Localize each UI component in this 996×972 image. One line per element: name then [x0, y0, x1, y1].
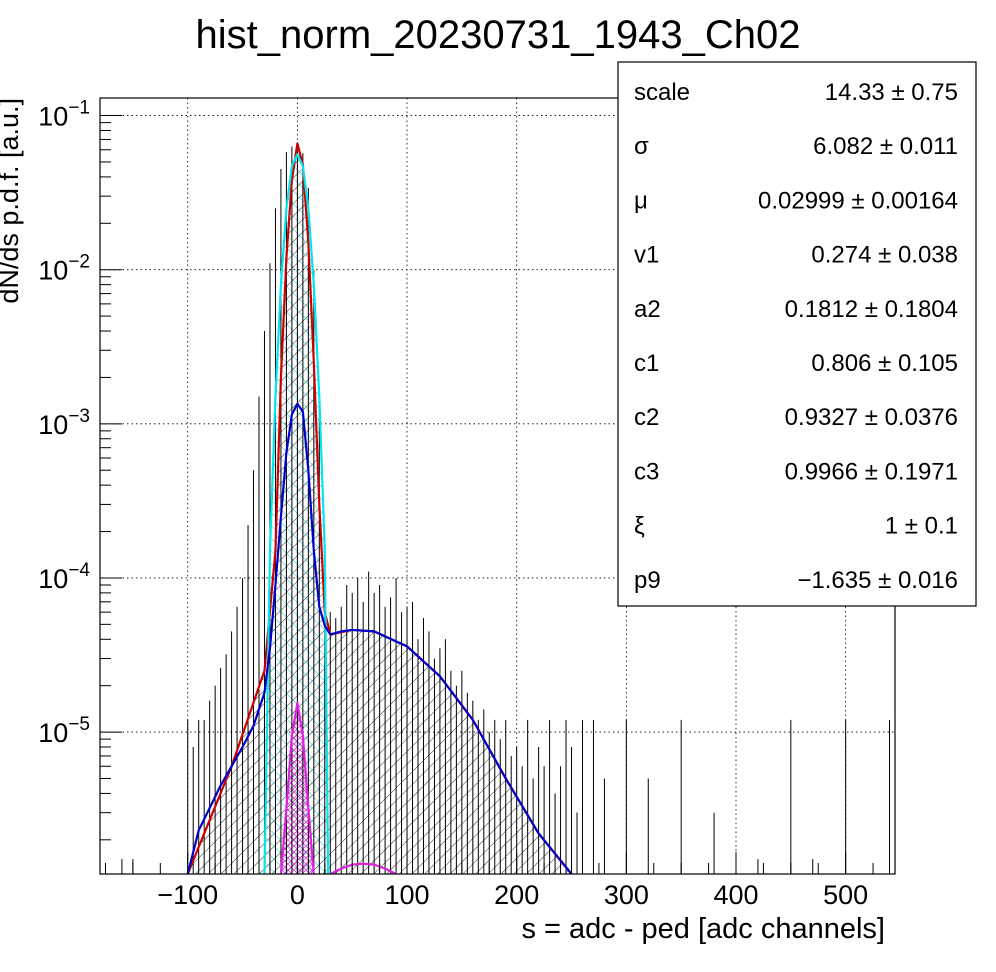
series-line-2 — [263, 153, 330, 874]
stats-value-7: 0.9966 ± 0.1971 — [785, 458, 958, 485]
stats-name-1: σ — [634, 133, 649, 160]
stats-name-9: p9 — [634, 567, 661, 594]
series-line-4 — [279, 701, 315, 874]
stats-name-7: c3 — [634, 458, 659, 485]
series-lines — [121, 142, 891, 874]
stats-name-8: ξ — [634, 513, 645, 540]
x-tick-label-6: 500 — [823, 880, 868, 910]
y-tick-label-0: 10−5 — [38, 714, 90, 748]
stats-name-0: scale — [634, 79, 690, 106]
stats-value-0: 14.33 ± 0.75 — [825, 79, 958, 106]
stats-value-8: 1 ± 0.1 — [885, 513, 958, 540]
x-tick-label-5: 400 — [713, 880, 758, 910]
x-tick-label-3: 200 — [494, 880, 539, 910]
y-tick-label-2: 10−3 — [38, 406, 90, 440]
x-axis: −100 0 100 200 300 400 500 — [104, 852, 874, 910]
y-axis-label: dN/ds p.d.f. [a.u.] — [0, 98, 24, 304]
series-line-3 — [186, 402, 573, 874]
stats-value-4: 0.1812 ± 0.1804 — [785, 296, 958, 323]
stats-value-3: 0.274 ± 0.038 — [811, 242, 958, 269]
stats-name-4: a2 — [634, 296, 661, 323]
stats-name-3: v1 — [634, 242, 659, 269]
x-tick-label-1: 0 — [290, 880, 305, 910]
y-tick-label-3: 10−2 — [38, 252, 90, 286]
stats-name-6: c2 — [634, 404, 659, 431]
x-axis-label: s = adc - ped [adc channels] — [521, 913, 885, 945]
series-line-5 — [329, 862, 397, 874]
stats-name-2: μ — [634, 187, 648, 214]
stats-box: scale 14.33 ± 0.75 σ 6.082 ± 0.011 μ 0.02999 … — [617, 61, 977, 607]
x-tick-label-4: 300 — [604, 880, 649, 910]
stats-value-1: 6.082 ± 0.011 — [813, 133, 958, 160]
stats-name-5: c1 — [634, 350, 659, 377]
y-tick-label-4: 10−1 — [38, 98, 90, 132]
stats-value-9: −1.635 ± 0.016 — [797, 567, 958, 594]
y-tick-label-1: 10−4 — [38, 560, 90, 594]
stats-value-2: 0.02999 ± 0.00164 — [758, 187, 958, 214]
stats-value-6: 0.9327 ± 0.0376 — [785, 404, 958, 431]
x-tick-label-0: −100 — [157, 880, 218, 910]
x-tick-label-2: 100 — [385, 880, 430, 910]
y-axis: 10−5 10−4 10−3 10−2 10−1 — [38, 98, 122, 841]
stats-value-5: 0.806 ± 0.105 — [811, 350, 958, 377]
chart-title: hist_norm_20230731_1943_Ch02 — [196, 13, 801, 57]
